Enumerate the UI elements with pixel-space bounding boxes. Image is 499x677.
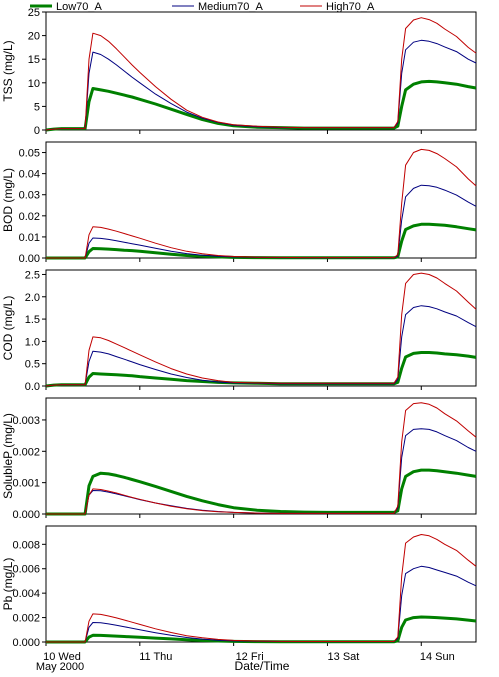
y-tick-label: 5 — [34, 101, 40, 113]
y-tick-label: 0.002 — [12, 446, 40, 458]
y-tick-label: 0.00 — [19, 253, 40, 265]
chart-panels: 0 5 10 15 20 25 TSS (mg/L) 0.00 0.01 0.02 0.03 0.04… — [1, 7, 477, 649]
series-line-low70-a — [46, 222, 477, 260]
panel-2: 0.00 0.01 0.02 0.03 0.04 0.05 BOD (mg/L) — [1, 141, 477, 265]
series-line-high70-a — [46, 148, 477, 259]
y-tick-label: 0 — [34, 125, 40, 137]
y-axis-title: COD (mg/L) — [1, 296, 15, 361]
y-tick-label: 0.000 — [12, 637, 40, 649]
y-tick-label: 0.001 — [12, 478, 40, 490]
y-tick-label: 0.006 — [12, 564, 40, 576]
x-tick-label: 12 Fri — [236, 651, 264, 663]
panel-3: 0.0 0.5 1.0 1.5 2.0 2.5 COD (mg/L) — [1, 269, 477, 393]
panel-frame — [45, 11, 477, 131]
y-tick-label: 0.000 — [12, 509, 40, 521]
y-tick-label: 0.003 — [12, 415, 40, 427]
x-axis: Date/Time May 2000 10 Wed 11 Thu 12 Fri 13 … — [36, 651, 455, 673]
y-tick-label: 20 — [28, 31, 40, 43]
series-line-high70-a — [45, 17, 477, 131]
legend-label-low70-a: Low70_A — [56, 1, 103, 13]
y-tick-label: 0.04 — [19, 169, 40, 181]
panel-1: 0 5 10 15 20 25 TSS (mg/L) — [1, 7, 477, 137]
y-tick-label: 0.05 — [19, 148, 40, 160]
y-tick-label: 0.0 — [25, 381, 40, 393]
legend-label-medium70-a: Medium70_A — [198, 1, 263, 13]
y-tick-label: 2.0 — [25, 292, 40, 304]
series-line-high70-a — [46, 402, 477, 515]
legend-label-high70-a: High70_A — [326, 1, 375, 13]
series-line-medium70-a — [46, 565, 477, 643]
series-line-medium70-a — [45, 305, 477, 387]
y-tick-label: 0.01 — [19, 232, 40, 244]
x-tick-label: 14 Sun — [420, 651, 455, 663]
y-axis-title: BOD (mg/L) — [1, 168, 15, 232]
x-axis-title: Date/Time — [235, 659, 290, 673]
y-tick-label: 2.5 — [25, 269, 40, 281]
y-tick-label: 10 — [28, 78, 40, 90]
x-tick-label: 11 Thu — [139, 651, 172, 663]
y-tick-label: 1.5 — [25, 314, 40, 326]
series-line-low70-a — [46, 468, 477, 516]
x-axis-sublabel: May 2000 — [36, 661, 84, 673]
series-line-high70-a — [45, 272, 477, 387]
y-tick-label: 0.004 — [12, 588, 40, 600]
legend: Low70_A Medium70_A High70_A — [30, 1, 375, 13]
series-line-low70-a — [46, 615, 477, 644]
series-line-high70-a — [46, 534, 477, 643]
y-axis-title: TSS (mg/L) — [1, 40, 15, 101]
y-tick-label: 0.02 — [19, 211, 40, 223]
panel-frame — [45, 397, 477, 515]
panel-5: 0.000 0.002 0.004 0.006 0.008 Pb (mg/L) — [1, 525, 477, 649]
y-tick-label: 0.5 — [25, 359, 40, 371]
y-tick-label: 0.03 — [19, 190, 40, 202]
x-tick-label: 13 Sat — [328, 651, 360, 663]
panel-frame — [45, 141, 477, 259]
series-line-medium70-a — [46, 184, 477, 259]
y-tick-label: 0.008 — [12, 539, 40, 551]
panel-frame — [45, 269, 477, 387]
y-tick-label: 1.0 — [25, 336, 40, 348]
series-line-low70-a — [45, 79, 477, 132]
y-tick-label: 25 — [28, 7, 40, 19]
y-tick-label: 15 — [28, 54, 40, 66]
y-axis-title: Pb (mg/L) — [1, 558, 15, 611]
y-axis-title: SolubleP (mg/L) — [1, 413, 15, 499]
y-tick-label: 0.002 — [12, 613, 40, 625]
x-tick-label: 10 Wed — [43, 651, 81, 663]
